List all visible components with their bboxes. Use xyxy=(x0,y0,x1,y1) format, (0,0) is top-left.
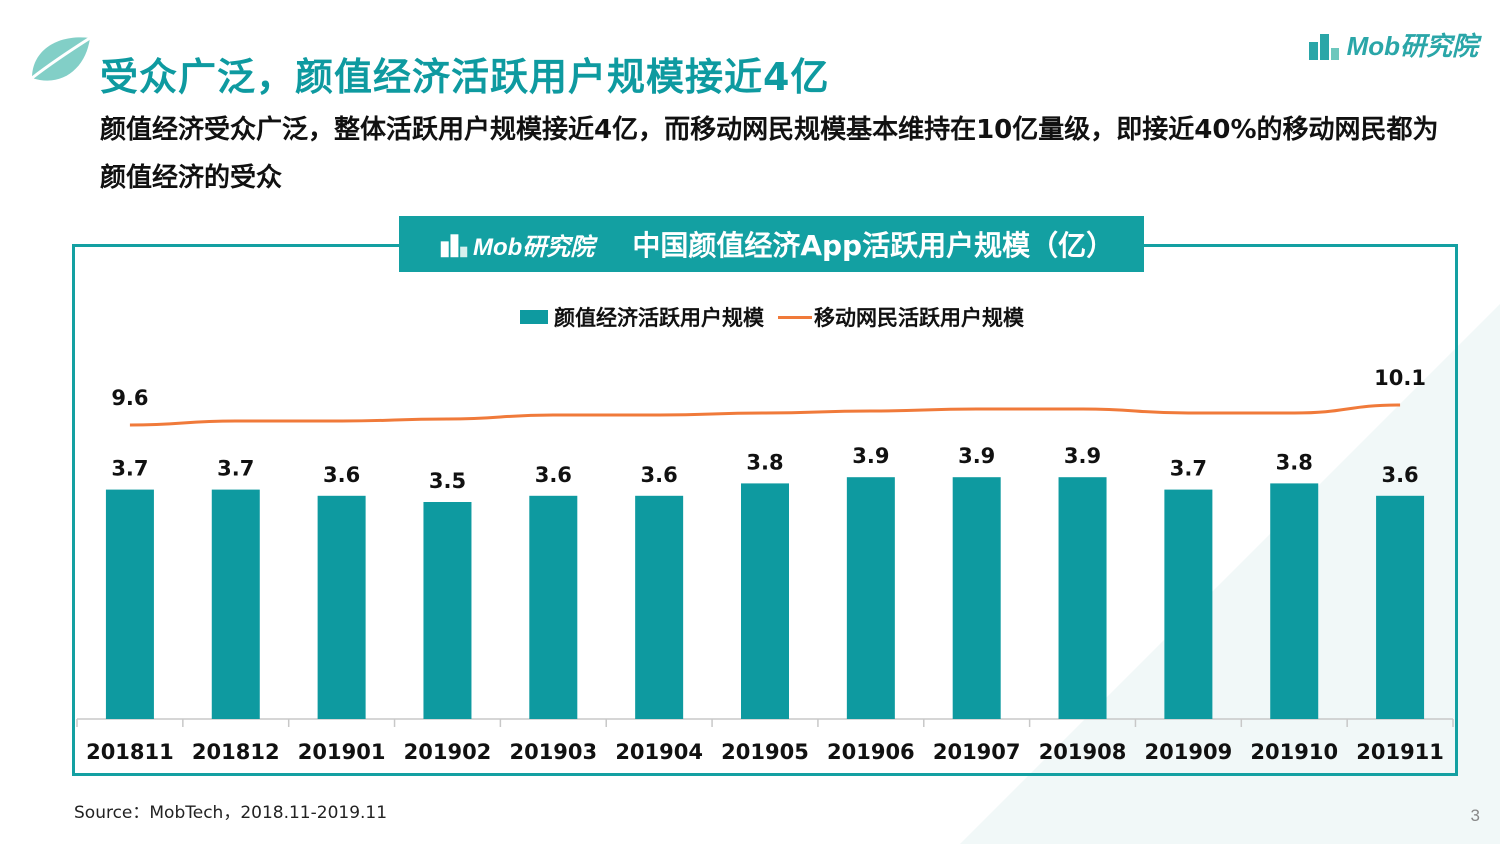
bar-value-label: 3.6 xyxy=(1381,463,1418,487)
legend-line-swatch xyxy=(778,315,812,319)
x-tick-label-201903: 201903 xyxy=(509,740,597,764)
bar-201812 xyxy=(211,489,260,719)
bar-value-label: 3.9 xyxy=(958,444,995,468)
bar-value-label: 3.9 xyxy=(852,444,889,468)
x-tick-label-201907: 201907 xyxy=(933,740,1021,764)
x-tick-label-201908: 201908 xyxy=(1039,740,1127,764)
bar-value-label: 3.7 xyxy=(1170,457,1207,481)
chart-header-logo-text: Mob研究院 xyxy=(473,233,595,261)
x-tick-label-201905: 201905 xyxy=(721,740,809,764)
x-tick-label-201911: 201911 xyxy=(1356,740,1444,764)
bar-201910 xyxy=(1270,483,1319,719)
x-tick-label-201906: 201906 xyxy=(827,740,915,764)
leaf-decoration-icon xyxy=(31,36,91,81)
chart-header-banner: Mob研究院 中国颜值经济App活跃用户规模（亿） xyxy=(399,216,1144,272)
x-tick-label-201902: 201902 xyxy=(404,740,492,764)
bar-201811 xyxy=(105,489,154,719)
bar-201902 xyxy=(423,502,472,719)
legend-bar-swatch xyxy=(520,310,548,324)
bar-value-label: 3.6 xyxy=(641,463,678,487)
page-number: 3 xyxy=(1470,806,1480,825)
x-tick-label-201910: 201910 xyxy=(1250,740,1338,764)
bar-value-label: 3.8 xyxy=(746,450,783,474)
source-note: Source：MobTech，2018.11-2019.11 xyxy=(74,803,388,823)
legend-bar-label: 颜值经济活跃用户规模 xyxy=(554,306,764,330)
bar-201908 xyxy=(1058,477,1107,719)
legend-line-label: 移动网民活跃用户规模 xyxy=(814,306,1024,330)
line-value-label-last: 10.1 xyxy=(1374,366,1426,390)
bar-201905 xyxy=(741,483,789,719)
bar-201911 xyxy=(1376,495,1425,719)
chart-header-logo: Mob研究院 xyxy=(439,227,594,262)
bar-value-label: 3.6 xyxy=(323,463,360,487)
mob-logo-icon xyxy=(1308,33,1339,60)
mob-logo-text: Mob研究院 xyxy=(1346,31,1478,61)
bar-value-label: 3.8 xyxy=(1276,450,1313,474)
x-tick-label-201812: 201812 xyxy=(192,740,280,764)
bar-201906 xyxy=(846,477,895,719)
chart-title: 中国颜值经济App活跃用户规模（亿） xyxy=(632,229,1115,262)
bar-201904 xyxy=(635,495,684,719)
chart-legend: 颜值经济活跃用户规模 移动网民活跃用户规模 xyxy=(520,302,1024,332)
x-tick-label-201904: 201904 xyxy=(615,740,703,764)
bar-value-label: 3.5 xyxy=(429,469,466,493)
x-tick-label-201909: 201909 xyxy=(1145,740,1233,764)
bar-201907 xyxy=(952,477,1001,719)
subtitle-text: 颜值经济受众广泛，整体活跃用户规模接近4亿，而移动网民规模基本维持在10亿量级，… xyxy=(100,115,1439,193)
x-tick-label-201811: 201811 xyxy=(86,740,174,764)
bar-value-label: 3.9 xyxy=(1064,444,1101,468)
mob-logo: Mob研究院 xyxy=(1307,26,1478,63)
bar-value-label: 3.6 xyxy=(535,463,572,487)
line-value-label-first: 9.6 xyxy=(111,386,148,410)
mob-logo-icon xyxy=(440,234,468,258)
bar-201901 xyxy=(317,495,366,719)
x-tick-label-201901: 201901 xyxy=(298,740,386,764)
bar-201903 xyxy=(529,495,578,719)
bar-201909 xyxy=(1164,489,1213,719)
bar-value-label: 3.7 xyxy=(217,457,254,481)
page-title: 受众广泛，颜值经济活跃用户规模接近4亿 xyxy=(100,55,830,99)
series-line-mobile-users xyxy=(129,403,1401,427)
bar-value-label: 3.7 xyxy=(111,457,148,481)
